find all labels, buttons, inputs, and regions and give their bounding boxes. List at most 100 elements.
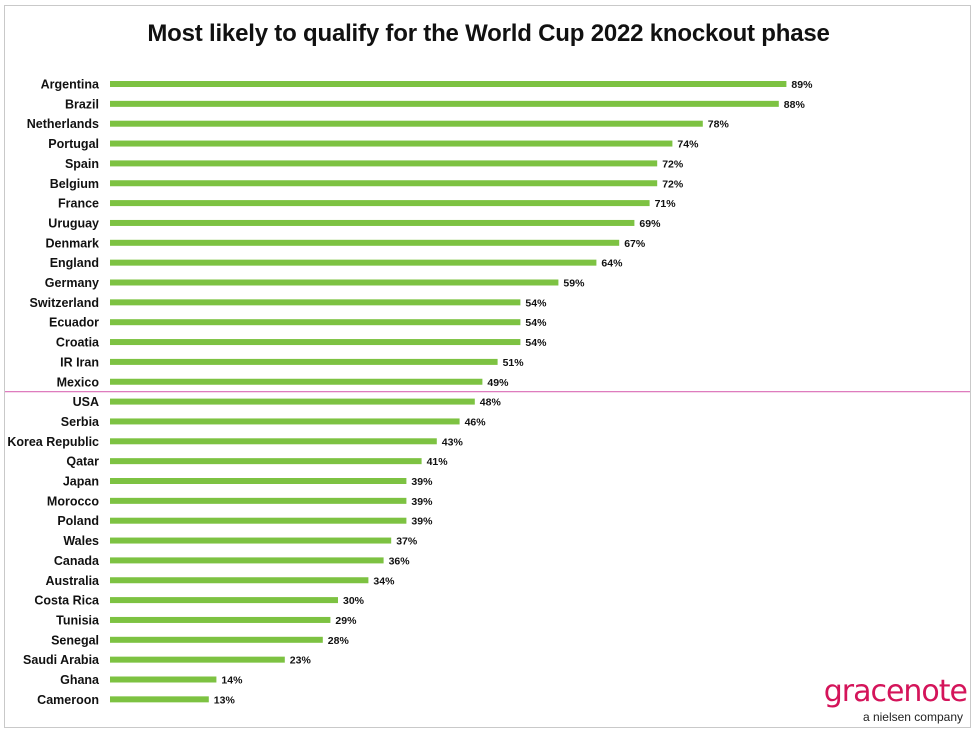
value-label: 72% — [662, 178, 684, 190]
value-label: 37% — [396, 536, 418, 548]
bar — [110, 557, 384, 564]
bar — [110, 398, 475, 405]
category-label: Wales — [63, 534, 99, 548]
category-label: Ghana — [60, 673, 100, 687]
value-label: 34% — [373, 575, 395, 587]
category-label: France — [58, 197, 99, 211]
value-label: 54% — [525, 317, 547, 329]
value-label: 54% — [525, 297, 547, 309]
bar — [110, 438, 437, 445]
bar — [110, 418, 460, 425]
category-label: Uruguay — [48, 216, 99, 230]
value-label: 64% — [601, 258, 623, 270]
category-label: Japan — [63, 475, 99, 489]
value-label: 71% — [655, 198, 677, 210]
value-label: 39% — [411, 516, 433, 528]
bar — [110, 299, 521, 306]
value-label: 39% — [411, 496, 433, 508]
value-label: 89% — [791, 79, 813, 91]
category-label: Brazil — [65, 97, 99, 111]
value-label: 30% — [343, 595, 365, 607]
category-label: Mexico — [57, 375, 100, 389]
value-label: 23% — [290, 655, 312, 667]
value-label: 13% — [214, 694, 236, 706]
brand-tagline: a nielsen company — [862, 710, 963, 724]
value-label: 88% — [784, 99, 806, 111]
bar — [110, 696, 209, 703]
value-label: 69% — [639, 218, 661, 230]
category-label: USA — [73, 395, 99, 409]
bar — [110, 120, 703, 127]
category-label: England — [50, 256, 99, 270]
value-label: 39% — [411, 476, 433, 488]
value-label: 36% — [389, 555, 411, 567]
value-label: 49% — [487, 377, 509, 389]
category-label: Serbia — [61, 415, 100, 429]
value-label: 51% — [503, 357, 525, 369]
value-label: 78% — [708, 119, 730, 131]
bar — [110, 458, 422, 465]
bar — [110, 478, 407, 484]
bar — [110, 339, 521, 346]
category-label: Spain — [65, 157, 99, 171]
bar — [110, 100, 779, 107]
value-label: 28% — [328, 635, 350, 647]
bar — [110, 81, 787, 87]
value-label: 72% — [662, 158, 684, 170]
value-label: 41% — [427, 456, 449, 468]
bar — [110, 577, 369, 584]
category-label: Netherlands — [27, 117, 99, 131]
bar — [110, 616, 331, 623]
brand-name: gracenote — [823, 674, 968, 709]
category-label: Argentina — [41, 78, 100, 92]
category-label: Tunisia — [56, 613, 100, 627]
value-label: 29% — [335, 615, 357, 627]
value-label: 48% — [480, 397, 502, 409]
bar — [110, 517, 407, 524]
category-label: Korea Republic — [7, 435, 99, 449]
category-label: IR Iran — [60, 355, 99, 369]
bar — [110, 219, 635, 226]
bar — [110, 140, 673, 147]
chart-frame — [4, 5, 971, 728]
bar — [110, 676, 217, 683]
category-label: Qatar — [66, 455, 99, 469]
category-label: Germany — [45, 276, 99, 290]
category-label: Cameroon — [37, 693, 99, 707]
category-label: Portugal — [48, 137, 99, 151]
bar — [110, 160, 658, 167]
bar — [110, 200, 650, 207]
chart-title: Most likely to qualify for the World Cup… — [147, 20, 830, 47]
category-label: Belgium — [50, 177, 99, 191]
bar — [110, 656, 285, 663]
category-label: Costa Rica — [34, 594, 100, 608]
category-label: Croatia — [56, 336, 100, 350]
value-label: 74% — [677, 139, 699, 151]
category-label: Ecuador — [49, 316, 99, 330]
category-label: Senegal — [51, 633, 99, 647]
category-label: Poland — [57, 514, 99, 528]
bar — [110, 259, 597, 266]
bar — [110, 497, 407, 504]
bar — [110, 597, 338, 604]
category-label: Saudi Arabia — [23, 653, 100, 667]
category-label: Morocco — [47, 494, 99, 508]
bar — [110, 180, 658, 187]
bar — [110, 537, 392, 544]
bar — [110, 239, 620, 246]
category-label: Switzerland — [30, 296, 99, 310]
bar — [110, 279, 559, 286]
value-label: 59% — [563, 278, 585, 290]
brand-logo: gracenote a nielsen company — [823, 674, 968, 725]
value-label: 67% — [624, 238, 646, 250]
value-label: 14% — [221, 675, 243, 687]
category-label: Australia — [46, 574, 101, 588]
bar — [110, 358, 498, 365]
value-label: 54% — [525, 337, 547, 349]
category-label: Denmark — [46, 236, 100, 250]
value-label: 43% — [442, 436, 464, 448]
bar — [110, 636, 323, 643]
bar — [110, 319, 521, 326]
category-label: Canada — [54, 554, 100, 568]
